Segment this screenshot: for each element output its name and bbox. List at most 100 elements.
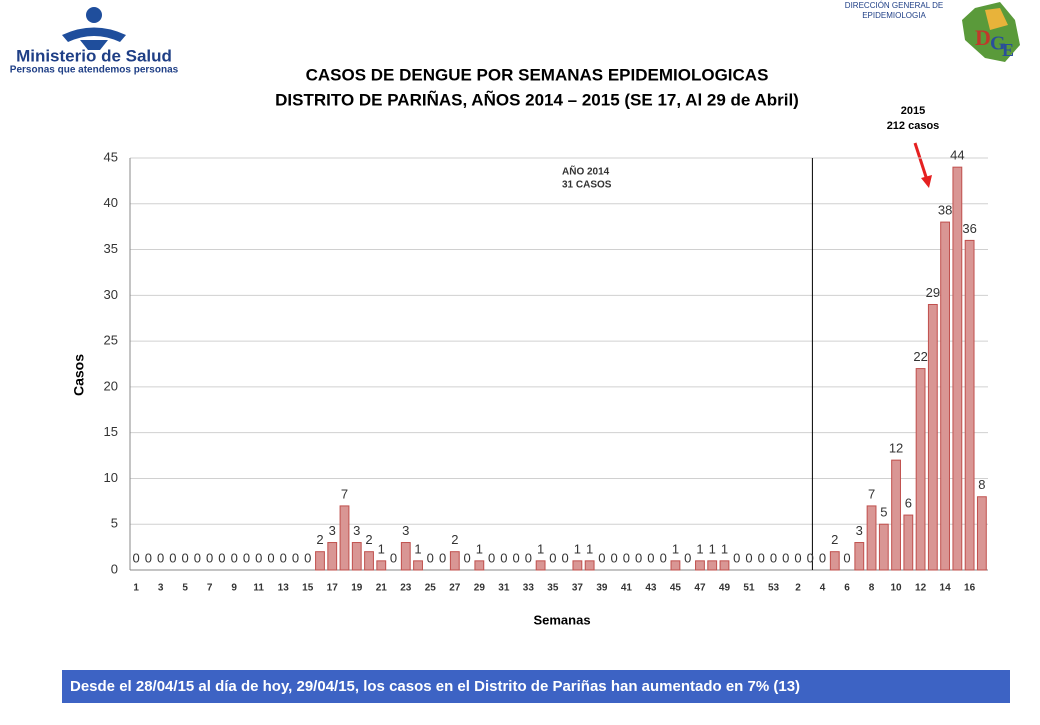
x-tick-label: 49 bbox=[719, 583, 731, 594]
data-label: 5 bbox=[880, 505, 887, 520]
y-tick-label: 35 bbox=[104, 241, 118, 256]
data-label: 3 bbox=[329, 523, 336, 538]
x-tick-label: 27 bbox=[449, 583, 461, 594]
data-label: 0 bbox=[660, 550, 667, 565]
x-tick-label: 15 bbox=[302, 583, 314, 594]
data-label: 0 bbox=[194, 550, 201, 565]
data-label: 0 bbox=[304, 550, 311, 565]
x-tick-label: 37 bbox=[572, 583, 584, 594]
data-label: 0 bbox=[292, 550, 299, 565]
data-label: 0 bbox=[758, 550, 765, 565]
x-tick-label: 12 bbox=[915, 583, 927, 594]
bar bbox=[854, 542, 865, 571]
data-label: 38 bbox=[938, 203, 952, 218]
ministry-tagline: Personas que atendemos personas bbox=[10, 65, 179, 76]
bar bbox=[903, 514, 914, 571]
ministry-logo bbox=[62, 7, 126, 50]
x-tick-label: 9 bbox=[231, 583, 237, 594]
data-label: 0 bbox=[647, 550, 654, 565]
y-tick-label: 0 bbox=[111, 561, 118, 576]
x-tick-label: 25 bbox=[425, 583, 437, 594]
data-label: 0 bbox=[218, 550, 225, 565]
data-label: 1 bbox=[537, 541, 544, 556]
bar bbox=[866, 505, 877, 571]
data-label: 1 bbox=[586, 541, 593, 556]
y-tick-label: 5 bbox=[111, 516, 118, 531]
x-tick-label: 33 bbox=[523, 583, 535, 594]
dge-logo: D G E bbox=[962, 2, 1020, 62]
bar bbox=[449, 551, 460, 571]
x-tick-label: 53 bbox=[768, 583, 780, 594]
bar bbox=[584, 560, 595, 571]
x-tick-label: 1 bbox=[133, 583, 139, 594]
bar bbox=[670, 560, 681, 571]
data-label: 0 bbox=[255, 550, 262, 565]
data-label: 0 bbox=[807, 550, 814, 565]
x-tick-label: 17 bbox=[327, 583, 339, 594]
x-axis-label: Semanas bbox=[533, 612, 590, 627]
x-tick-label: 6 bbox=[844, 583, 850, 594]
data-label: 0 bbox=[231, 550, 238, 565]
x-tick-label: 35 bbox=[547, 583, 559, 594]
x-tick-label: 8 bbox=[869, 583, 875, 594]
x-tick-label: 16 bbox=[964, 583, 976, 594]
data-label: 1 bbox=[574, 541, 581, 556]
y-tick-label: 20 bbox=[104, 378, 118, 393]
data-label: 0 bbox=[182, 550, 189, 565]
data-label: 0 bbox=[733, 550, 740, 565]
arrow-head bbox=[921, 175, 932, 188]
data-label: 0 bbox=[145, 550, 152, 565]
data-label: 0 bbox=[169, 550, 176, 565]
data-label: 2 bbox=[831, 532, 838, 547]
bar bbox=[327, 542, 338, 571]
y-tick-label: 40 bbox=[104, 195, 118, 210]
data-label: 3 bbox=[402, 523, 409, 538]
x-tick-label: 45 bbox=[670, 583, 682, 594]
arrow bbox=[913, 142, 929, 181]
data-label: 0 bbox=[770, 550, 777, 565]
data-label: 0 bbox=[684, 550, 691, 565]
x-tick-label: 47 bbox=[694, 583, 706, 594]
bar bbox=[339, 505, 350, 571]
footer-band bbox=[62, 670, 1010, 703]
data-label: 8 bbox=[978, 477, 985, 492]
annotation: 2015 bbox=[901, 105, 925, 117]
x-tick-label: 19 bbox=[351, 583, 363, 594]
x-tick-label: 23 bbox=[400, 583, 412, 594]
data-label: 3 bbox=[353, 523, 360, 538]
data-label: 0 bbox=[843, 550, 850, 565]
svg-text:G: G bbox=[990, 33, 1006, 55]
data-label: 1 bbox=[709, 541, 716, 556]
data-label: 0 bbox=[390, 550, 397, 565]
x-tick-label: 4 bbox=[820, 583, 826, 594]
data-label: 0 bbox=[745, 550, 752, 565]
x-tick-label: 43 bbox=[645, 583, 657, 594]
svg-text:E: E bbox=[1002, 40, 1014, 60]
data-label: 44 bbox=[950, 148, 964, 163]
bar bbox=[891, 459, 901, 571]
x-tick-label: 3 bbox=[158, 583, 164, 594]
data-label: 2 bbox=[451, 532, 458, 547]
data-label: 0 bbox=[819, 550, 826, 565]
bar bbox=[376, 560, 387, 571]
bar bbox=[707, 560, 718, 571]
data-label: 29 bbox=[926, 285, 940, 300]
data-label: 0 bbox=[463, 550, 470, 565]
data-label: 0 bbox=[525, 550, 532, 565]
x-tick-label: 41 bbox=[621, 583, 633, 594]
chart-title: CASOS DE DENGUE POR SEMANAS EPIDEMIOLOGI… bbox=[306, 65, 769, 84]
data-label: 0 bbox=[635, 550, 642, 565]
data-label: 2 bbox=[316, 532, 323, 547]
x-tick-label: 7 bbox=[207, 583, 213, 594]
bar bbox=[940, 221, 951, 571]
annotation: AÑO 2014 bbox=[562, 165, 610, 178]
data-label: 6 bbox=[905, 496, 912, 511]
bar bbox=[400, 542, 411, 571]
agency-line: EPIDEMIOLOGIA bbox=[862, 11, 926, 20]
data-label: 2 bbox=[365, 532, 372, 547]
bar bbox=[413, 560, 423, 571]
footer-text: Desde el 28/04/15 al día de hoy, 29/04/1… bbox=[70, 678, 800, 695]
annotation: 31 CASOS bbox=[562, 180, 612, 191]
bar bbox=[351, 542, 362, 571]
x-tick-label: 2 bbox=[795, 583, 801, 594]
